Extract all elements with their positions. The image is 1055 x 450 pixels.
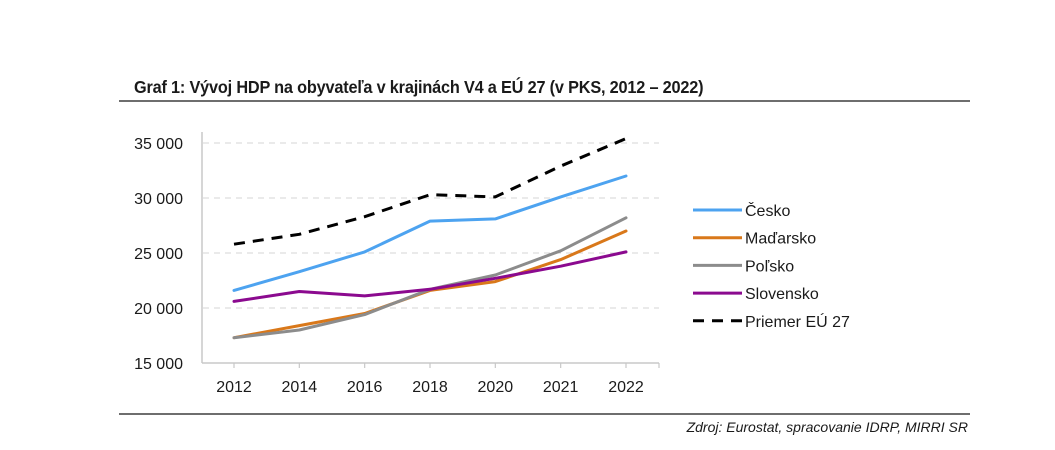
title-divider <box>119 100 970 102</box>
series-lines <box>232 137 628 340</box>
series-line--esko <box>232 174 628 292</box>
y-tick-label: 30 000 <box>134 191 183 208</box>
legend-label: Priemer EÚ 27 <box>745 312 850 331</box>
x-tick-label: 2021 <box>543 379 579 396</box>
y-axis-ticks: 15 000 20 000 25 000 30 000 35 000 <box>134 136 183 373</box>
source-divider <box>119 413 970 415</box>
x-tick-label: 2014 <box>282 379 318 396</box>
gridlines <box>203 142 659 309</box>
x-tick-label: 2016 <box>347 379 383 396</box>
y-tick-label: 25 000 <box>134 246 183 263</box>
legend: Česko Maďarsko Poľsko Slovensko Priemer EÚ 2… <box>693 201 850 331</box>
chart-title: Graf 1: Vývoj HDP na obyvateľa v krajiná… <box>134 77 704 97</box>
series-line-slovensko <box>232 250 628 303</box>
x-axis-ticks: 2012 2014 2016 2018 2020 2021 2022 <box>216 379 644 396</box>
legend-item: Maďarsko <box>693 231 816 248</box>
legend-label: Poľsko <box>745 258 794 275</box>
y-tick-label: 20 000 <box>134 301 183 318</box>
series-line-priemer-e-27 <box>233 137 627 246</box>
x-tick-label: 2018 <box>412 379 448 396</box>
source-note: Zdroj: Eurostat, spracovanie IDRP, MIRRI… <box>686 419 968 435</box>
x-tick-label: 2020 <box>478 379 514 396</box>
legend-item: Slovensko <box>693 286 819 303</box>
legend-item: Poľsko <box>693 258 794 275</box>
y-tick-label: 35 000 <box>134 136 183 153</box>
x-tick-label: 2022 <box>608 379 644 396</box>
y-tick-label: 15 000 <box>134 356 183 373</box>
legend-label: Maďarsko <box>745 231 816 248</box>
legend-label: Česko <box>745 201 790 220</box>
axes <box>201 132 660 368</box>
legend-item: Česko <box>693 201 790 220</box>
x-tick-label: 2012 <box>216 379 252 396</box>
legend-item: Priemer EÚ 27 <box>693 312 850 331</box>
legend-label: Slovensko <box>745 286 819 303</box>
